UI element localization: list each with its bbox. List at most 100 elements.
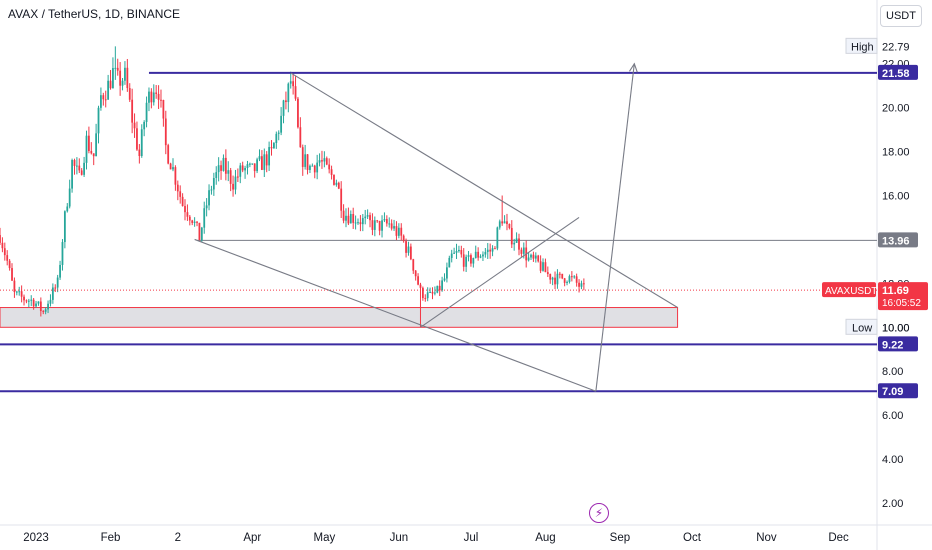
candle-body[interactable]	[104, 99, 107, 101]
candle-body[interactable]	[421, 287, 424, 299]
trend-line[interactable]	[290, 72, 678, 309]
candle-body[interactable]	[174, 167, 177, 185]
candle-body[interactable]	[390, 223, 393, 229]
candle-body[interactable]	[515, 238, 518, 243]
candle-body[interactable]	[273, 143, 275, 149]
candle-body[interactable]	[361, 218, 364, 225]
candle-body[interactable]	[306, 154, 309, 170]
candle-body[interactable]	[582, 283, 585, 285]
candle-body[interactable]	[184, 206, 186, 213]
candle-body[interactable]	[400, 227, 403, 236]
candle-body[interactable]	[78, 165, 81, 171]
candle-body[interactable]	[532, 254, 535, 259]
candle-body[interactable]	[373, 220, 376, 230]
candle-body[interactable]	[32, 299, 35, 307]
candle-body[interactable]	[208, 190, 210, 206]
candle-body[interactable]	[186, 212, 189, 217]
candle-body[interactable]	[152, 92, 155, 103]
candle-body[interactable]	[196, 221, 198, 223]
candle-body[interactable]	[458, 249, 460, 252]
candle-body[interactable]	[234, 176, 237, 190]
candle-body[interactable]	[414, 270, 417, 277]
candle-body[interactable]	[323, 158, 326, 162]
candle-body[interactable]	[90, 150, 93, 154]
candle-body[interactable]	[441, 280, 444, 291]
candle-body[interactable]	[472, 257, 475, 264]
candle-body[interactable]	[23, 296, 25, 301]
candle-body[interactable]	[8, 260, 11, 269]
trend-line[interactable]	[420, 217, 580, 328]
candle-body[interactable]	[448, 257, 451, 268]
candle-body[interactable]	[268, 147, 271, 166]
candle-body[interactable]	[429, 291, 431, 293]
candle-body[interactable]	[100, 95, 102, 108]
candle-body[interactable]	[383, 219, 386, 221]
trend-line[interactable]	[194, 238, 597, 392]
candle-body[interactable]	[145, 102, 148, 122]
candle-body[interactable]	[54, 287, 57, 289]
candle-body[interactable]	[575, 276, 578, 283]
candle-body[interactable]	[436, 285, 439, 293]
candle-body[interactable]	[544, 262, 547, 273]
candle-body[interactable]	[455, 251, 458, 253]
candle-body[interactable]	[311, 165, 314, 167]
candle-body[interactable]	[395, 226, 398, 236]
candle-body[interactable]	[51, 287, 54, 300]
candle-body[interactable]	[359, 222, 362, 225]
candle-body[interactable]	[42, 311, 45, 313]
candle-body[interactable]	[169, 163, 172, 170]
candle-body[interactable]	[402, 235, 405, 242]
candle-body[interactable]	[313, 165, 316, 173]
candle-body[interactable]	[337, 182, 340, 189]
candle-body[interactable]	[491, 248, 494, 252]
candle-body[interactable]	[13, 280, 16, 293]
candle-body[interactable]	[460, 249, 463, 255]
candle-body[interactable]	[518, 238, 520, 250]
candle-body[interactable]	[63, 211, 66, 243]
candle-body[interactable]	[301, 147, 304, 167]
candle-body[interactable]	[27, 300, 30, 302]
candle-body[interactable]	[578, 282, 580, 287]
candle-body[interactable]	[419, 284, 422, 288]
candle-body[interactable]	[450, 253, 453, 258]
candle-body[interactable]	[188, 216, 191, 221]
candle-body[interactable]	[309, 165, 311, 170]
candle-body[interactable]	[193, 221, 196, 223]
candle-body[interactable]	[443, 278, 446, 281]
candle-body[interactable]	[227, 170, 230, 174]
candle-body[interactable]	[164, 118, 167, 146]
candle-body[interactable]	[172, 167, 174, 170]
candle-body[interactable]	[467, 255, 470, 257]
candle-body[interactable]	[83, 162, 85, 175]
candle-body[interactable]	[160, 99, 162, 101]
candle-body[interactable]	[44, 309, 47, 312]
candle-body[interactable]	[378, 220, 381, 231]
candle-body[interactable]	[241, 165, 244, 171]
candle-body[interactable]	[263, 154, 266, 170]
candle-body[interactable]	[138, 149, 141, 157]
candle-body[interactable]	[49, 299, 52, 304]
candle-body[interactable]	[354, 222, 357, 224]
candle-body[interactable]	[97, 107, 100, 134]
candle-body[interactable]	[321, 160, 323, 162]
candle-body[interactable]	[412, 259, 415, 271]
candle-body[interactable]	[510, 227, 513, 245]
candle-body[interactable]	[482, 254, 484, 257]
candle-body[interactable]	[232, 183, 234, 190]
candle-body[interactable]	[15, 291, 18, 293]
candle-body[interactable]	[116, 67, 119, 71]
candle-body[interactable]	[114, 67, 117, 69]
candle-body[interactable]	[95, 133, 98, 157]
candle-body[interactable]	[59, 264, 61, 278]
candle-body[interactable]	[506, 221, 508, 225]
candle-body[interactable]	[256, 159, 258, 172]
candle-body[interactable]	[366, 215, 369, 217]
candle-body[interactable]	[474, 251, 477, 258]
trend-line[interactable]	[595, 63, 635, 392]
candle-body[interactable]	[347, 215, 350, 224]
candle-body[interactable]	[179, 191, 182, 197]
candle-body[interactable]	[92, 153, 95, 157]
candle-body[interactable]	[340, 188, 343, 211]
candle-body[interactable]	[239, 165, 242, 177]
candle-body[interactable]	[566, 281, 568, 283]
